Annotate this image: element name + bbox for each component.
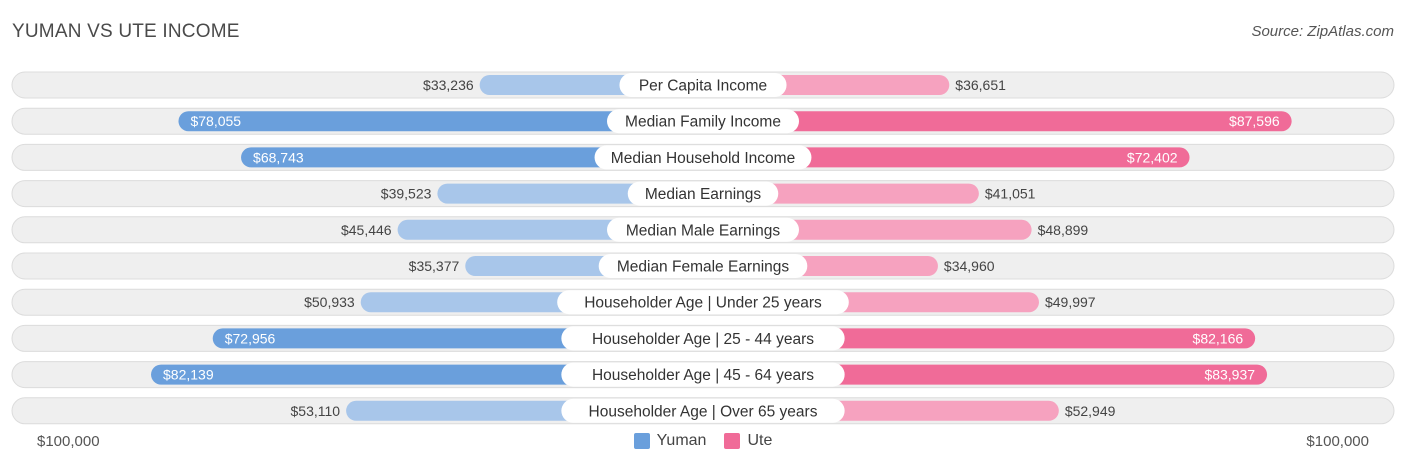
bar-ute [703,147,1190,168]
legend-swatch-yuman [633,433,650,449]
chart: $33,236 $36,651 Per Capita Income $78,055 $8… [11,71,1395,425]
category-pill [557,290,849,315]
value-label-ute: $87,596 [1229,113,1280,129]
value-label-yuman: $53,110 [291,403,341,419]
source-label: Source: ZipAtlas.com [1251,23,1394,40]
category-pill [561,362,845,387]
value-label-ute: $72,402 [1127,149,1178,165]
value-label-yuman: $45,446 [341,222,392,238]
value-label-yuman: $72,956 [225,330,276,346]
bar-ute [703,111,1292,132]
category-pill [619,73,787,97]
category-pill [598,254,808,278]
category-label: Householder Age | Under 25 years [584,295,822,312]
value-label-yuman: $68,743 [253,149,304,165]
category-label: Median Family Income [625,114,781,131]
category-label: Per Capita Income [639,78,767,95]
category-pill [607,217,799,242]
legend-item-ute[interactable]: Ute [724,432,772,450]
category-label: Householder Age | 25 - 44 years [592,331,814,348]
category-pill [627,181,779,206]
value-label-ute: $52,949 [1065,403,1116,419]
value-label-yuman: $35,377 [409,258,460,274]
value-label-ute: $49,997 [1045,294,1096,310]
value-label-ute: $34,960 [944,258,995,274]
legend: Yuman Ute [0,432,1406,450]
legend-item-yuman[interactable]: Yuman [633,432,707,450]
category-label: Median Earnings [645,186,762,203]
value-label-ute: $83,937 [1204,367,1255,383]
category-pill [607,109,799,134]
axis-right-label: $100,000 [1306,433,1369,450]
value-label-yuman: $50,933 [304,294,355,310]
legend-label-ute: Ute [747,432,773,449]
bar-ute [703,364,1268,385]
value-label-ute: $48,899 [1038,222,1089,238]
axis-left-label: $100,000 [37,433,100,450]
category-pill [561,326,845,351]
legend-swatch-ute [724,433,741,449]
value-label-yuman: $33,236 [423,77,474,93]
category-label: Median Female Earnings [617,259,790,276]
category-label: Median Household Income [611,150,795,167]
bar-yuman [241,147,703,168]
value-label-yuman: $39,523 [381,186,432,202]
value-label-ute: $41,051 [985,186,1036,202]
category-label: Householder Age | Over 65 years [589,403,818,420]
bar-yuman [178,111,703,132]
value-label-yuman: $78,055 [190,113,241,129]
category-pill [561,398,845,423]
value-label-yuman: $82,139 [163,367,214,383]
value-label-ute: $82,166 [1193,330,1244,346]
category-label: Median Male Earnings [626,222,780,239]
value-label-ute: $36,651 [955,77,1006,93]
chart-title: YUMAN VS UTE INCOME [12,21,240,42]
category-label: Householder Age | 45 - 64 years [592,367,814,384]
legend-label-yuman: Yuman [656,432,707,449]
category-pill [594,145,812,170]
